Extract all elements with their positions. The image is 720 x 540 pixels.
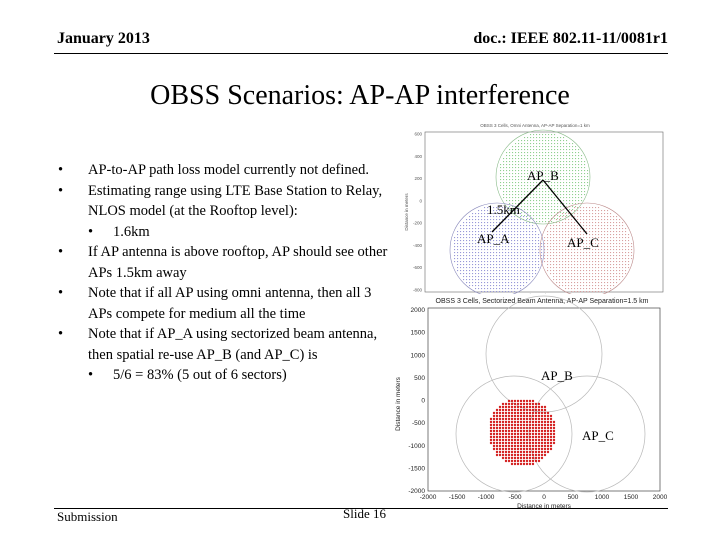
x-tick-label: 0 (542, 494, 546, 501)
y-tick-label: 1000 (411, 352, 426, 359)
bullet-item: • AP-to-AP path loss model currently not … (58, 160, 393, 181)
y-tick-label: -1000 (408, 443, 425, 450)
x-tick-label: 1500 (624, 494, 639, 501)
x-tick-label: -1000 (478, 494, 495, 501)
fig-bot-y-label: Distance in meters (395, 376, 402, 431)
footer-rule (54, 508, 668, 509)
y-tick-label: -200 (413, 221, 423, 226)
y-tick-label: -800 (413, 288, 423, 293)
footer-submission: Submission (57, 509, 118, 524)
bullet-text: Note that if AP_A using sectorized beam … (88, 326, 378, 363)
header-rule (54, 53, 668, 54)
label-ap-b-top: AP_B (527, 168, 559, 183)
bullet-marker: • (88, 223, 94, 240)
bullet-text: Note that if all AP using omni antenna, … (88, 285, 372, 322)
x-tick-label: 2000 (653, 494, 668, 501)
fig-top-y-label: Distance in meters (404, 193, 409, 231)
y-tick-label: 200 (414, 176, 422, 181)
bullet-text: Estimating range using LTE Base Station … (88, 182, 383, 220)
y-tick-label: 1500 (411, 330, 426, 337)
x-tick-label: -1500 (449, 494, 466, 501)
bullet-item: • 1.6km (58, 222, 393, 243)
bullet-text: 5/6 = 83% (5 out of 6 sectors) (113, 367, 287, 383)
y-tick-label: -1500 (408, 465, 425, 472)
y-tick-label: -2000 (408, 488, 425, 495)
bullet-text: 1.6km (113, 223, 150, 240)
y-tick-label: 0 (421, 398, 425, 405)
y-tick-label: 0 (419, 198, 422, 203)
separation-line-2 (542, 179, 588, 235)
y-tick-label: 600 (414, 132, 422, 137)
bullet-item: • Note that if all AP using omni antenna,… (58, 283, 393, 324)
fig-top-title: OBSS 3 Cells, Omni Antenna, AP-AP Separa… (480, 123, 590, 128)
omni-coverage-figure: OBSS 3 Cells, Omni Antenna, AP-AP Separa… (395, 122, 670, 298)
label-ap-c-top: AP_C (567, 235, 599, 250)
label-distance: 1.5km (487, 202, 520, 217)
x-tick-label: 500 (568, 494, 579, 501)
sectorized-coverage-figure: OBSS 3 Cells, Sectorized Beam Antenna, A… (392, 294, 670, 510)
x-tick-label: -2000 (420, 494, 437, 501)
y-tick-label: -600 (413, 265, 423, 270)
bullet-marker: • (58, 182, 64, 199)
bullet-marker: • (58, 244, 64, 260)
bullet-text: If AP antenna is above rooftop, AP shoul… (88, 244, 388, 281)
footer-slide-number: Slide 16 (343, 506, 386, 521)
fig-bot-y-ticks: 2000 1500 1000 500 0 -500 -1000 -1500 -2000 (408, 307, 425, 495)
bullet-item: • Estimating range using LTE Base Station… (58, 181, 393, 222)
y-tick-label: 500 (414, 375, 425, 382)
active-sector (489, 399, 556, 466)
bullet-item: • Note that if AP_A using sectorized beam… (58, 324, 393, 365)
label-ap-b-bottom: AP_B (541, 368, 573, 383)
label-ap-c-bottom: AP_C (582, 428, 614, 443)
fig-top-axes (424, 131, 664, 293)
cell-circle-a (455, 375, 573, 493)
label-ap-a: AP_A (477, 231, 510, 246)
fig-top-y-ticks: 600 400 200 0 -200 -400 -600 -800 (413, 132, 423, 293)
fig-bot-x-ticks: -2000 -1500 -1000 -500 0 500 1000 1500 2000 (420, 494, 668, 501)
x-tick-label: 1000 (595, 494, 610, 501)
bullet-marker: • (88, 367, 94, 383)
separation-line (491, 179, 544, 233)
bullet-marker: • (58, 162, 64, 178)
bullet-marker: • (58, 326, 64, 342)
bullet-text: AP-to-AP path loss model currently not d… (88, 162, 369, 178)
y-tick-label: -500 (412, 420, 425, 427)
y-tick-label: 400 (414, 154, 422, 159)
fig-bot-x-label: Distance in meters (517, 503, 572, 510)
bullet-item: • If AP antenna is above rooftop, AP shou… (58, 242, 393, 283)
bullet-item: • 5/6 = 83% (5 out of 6 sectors) (58, 365, 393, 386)
fig-bot-title: OBSS 3 Cells, Sectorized Beam Antenna, A… (436, 298, 649, 305)
header-doc-id: doc.: IEEE 802.11-11/0081r1 (473, 30, 668, 47)
cell-circle-top (495, 129, 591, 225)
fig-bot-axes (427, 307, 661, 492)
y-tick-label: 2000 (411, 307, 426, 314)
bullet-list: • AP-to-AP path loss model currently not … (58, 160, 393, 386)
cell-circle-b (485, 295, 603, 413)
bullet-marker: • (58, 285, 64, 301)
slide-title: OBSS Scenarios: AP-AP interference (150, 80, 570, 111)
x-tick-label: -500 (508, 494, 521, 501)
header-date: January 2013 (57, 30, 150, 47)
y-tick-label: -400 (413, 243, 423, 248)
